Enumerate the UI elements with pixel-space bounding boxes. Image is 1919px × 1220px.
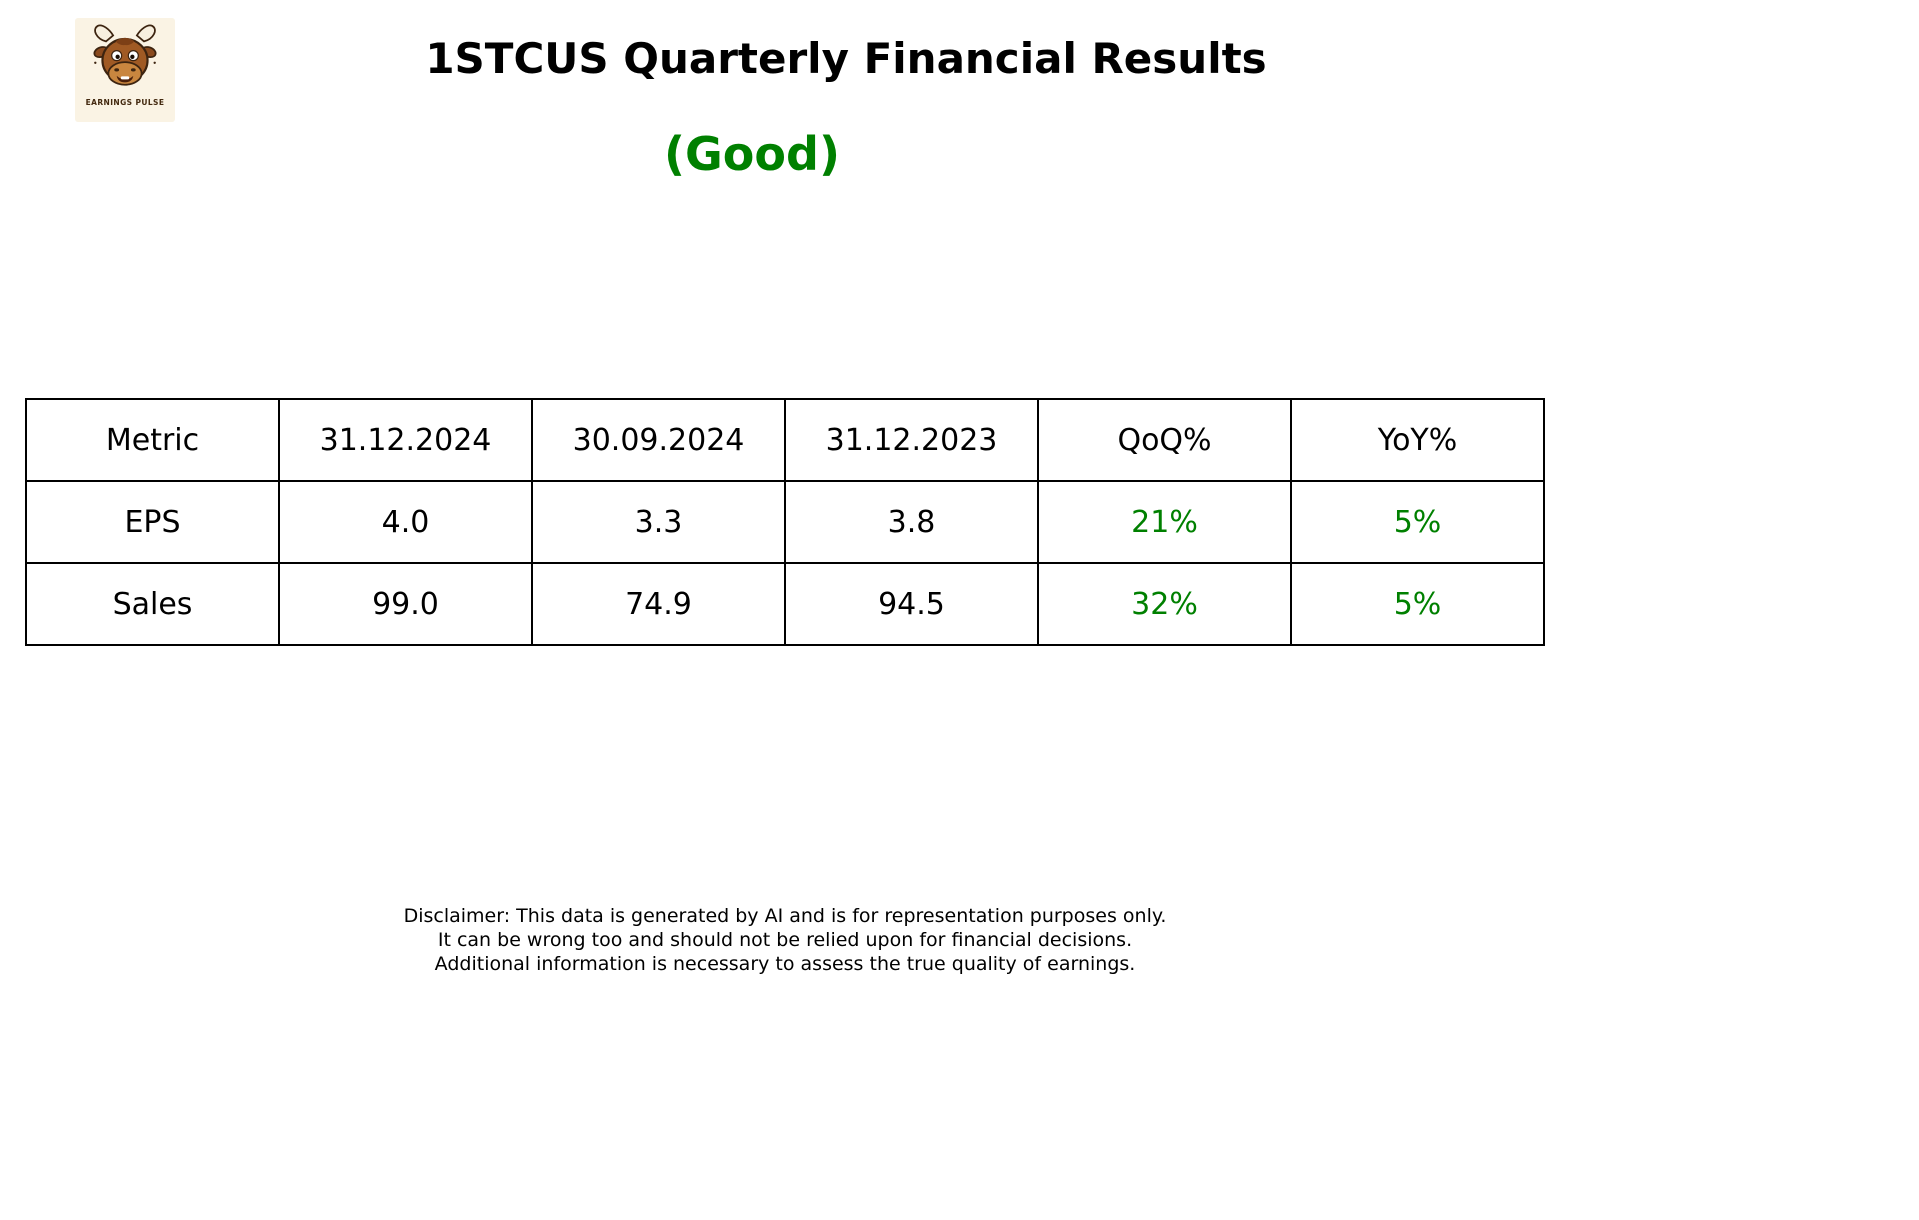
col-header-metric: Metric (25, 398, 280, 482)
table-row-sales: Sales 99.0 74.9 94.5 32% 5% (25, 562, 1545, 646)
results-table: Metric 31.12.2024 30.09.2024 31.12.2023 … (25, 398, 1545, 646)
col-header-period-2: 30.09.2024 (531, 398, 786, 482)
metric-label: EPS (25, 480, 280, 564)
col-header-period-3: 31.12.2023 (784, 398, 1039, 482)
page-title: 1STCUS Quarterly Financial Results (425, 34, 1267, 83)
yoy-change-cell: 5% (1290, 480, 1545, 564)
qoq-change-cell: 32% (1037, 562, 1292, 646)
table-cell: 99.0 (278, 562, 533, 646)
qoq-change-cell: 21% (1037, 480, 1292, 564)
verdict-label: (Good) (664, 127, 840, 181)
table-row-eps: EPS 4.0 3.3 3.8 21% 5% (25, 480, 1545, 564)
yoy-change-cell: 5% (1290, 562, 1545, 646)
table-cell: 94.5 (784, 562, 1039, 646)
disclaimer-line: Additional information is necessary to a… (434, 953, 1136, 975)
disclaimer-line: Disclaimer: This data is generated by AI… (403, 905, 1167, 927)
metric-label: Sales (25, 562, 280, 646)
table-header-row: Metric 31.12.2024 30.09.2024 31.12.2023 … (25, 398, 1545, 482)
table-cell: 74.9 (531, 562, 786, 646)
col-header-period-1: 31.12.2024 (278, 398, 533, 482)
col-header-yoy: YoY% (1290, 398, 1545, 482)
disclaimer-line: It can be wrong too and should not be re… (437, 929, 1133, 951)
table-cell: 4.0 (278, 480, 533, 564)
logo-brand: EARNINGS PULSE (85, 98, 165, 107)
disclaimer: Disclaimer: This data is generated by AI… (404, 904, 1167, 976)
table-cell: 3.8 (784, 480, 1039, 564)
col-header-qoq: QoQ% (1037, 398, 1292, 482)
logo: EARNINGS PULSE (75, 18, 175, 122)
table-cell: 3.3 (531, 480, 786, 564)
bull-icon (93, 24, 157, 86)
